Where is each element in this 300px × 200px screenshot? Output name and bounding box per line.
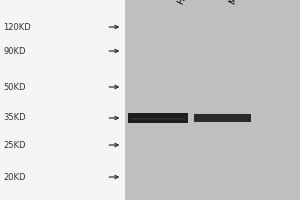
Bar bbox=[130, 118, 184, 120]
Text: 120KD: 120KD bbox=[3, 22, 31, 31]
Text: 20KD: 20KD bbox=[3, 172, 26, 182]
Bar bbox=[194, 114, 250, 122]
Text: 90KD: 90KD bbox=[3, 46, 26, 55]
Bar bbox=[124, 0, 300, 200]
Text: Hela: Hela bbox=[176, 0, 192, 6]
Bar bbox=[128, 113, 188, 123]
Text: 50KD: 50KD bbox=[3, 83, 26, 92]
Text: MCF-7: MCF-7 bbox=[228, 0, 248, 6]
Text: 25KD: 25KD bbox=[3, 140, 26, 149]
Text: 35KD: 35KD bbox=[3, 114, 26, 122]
